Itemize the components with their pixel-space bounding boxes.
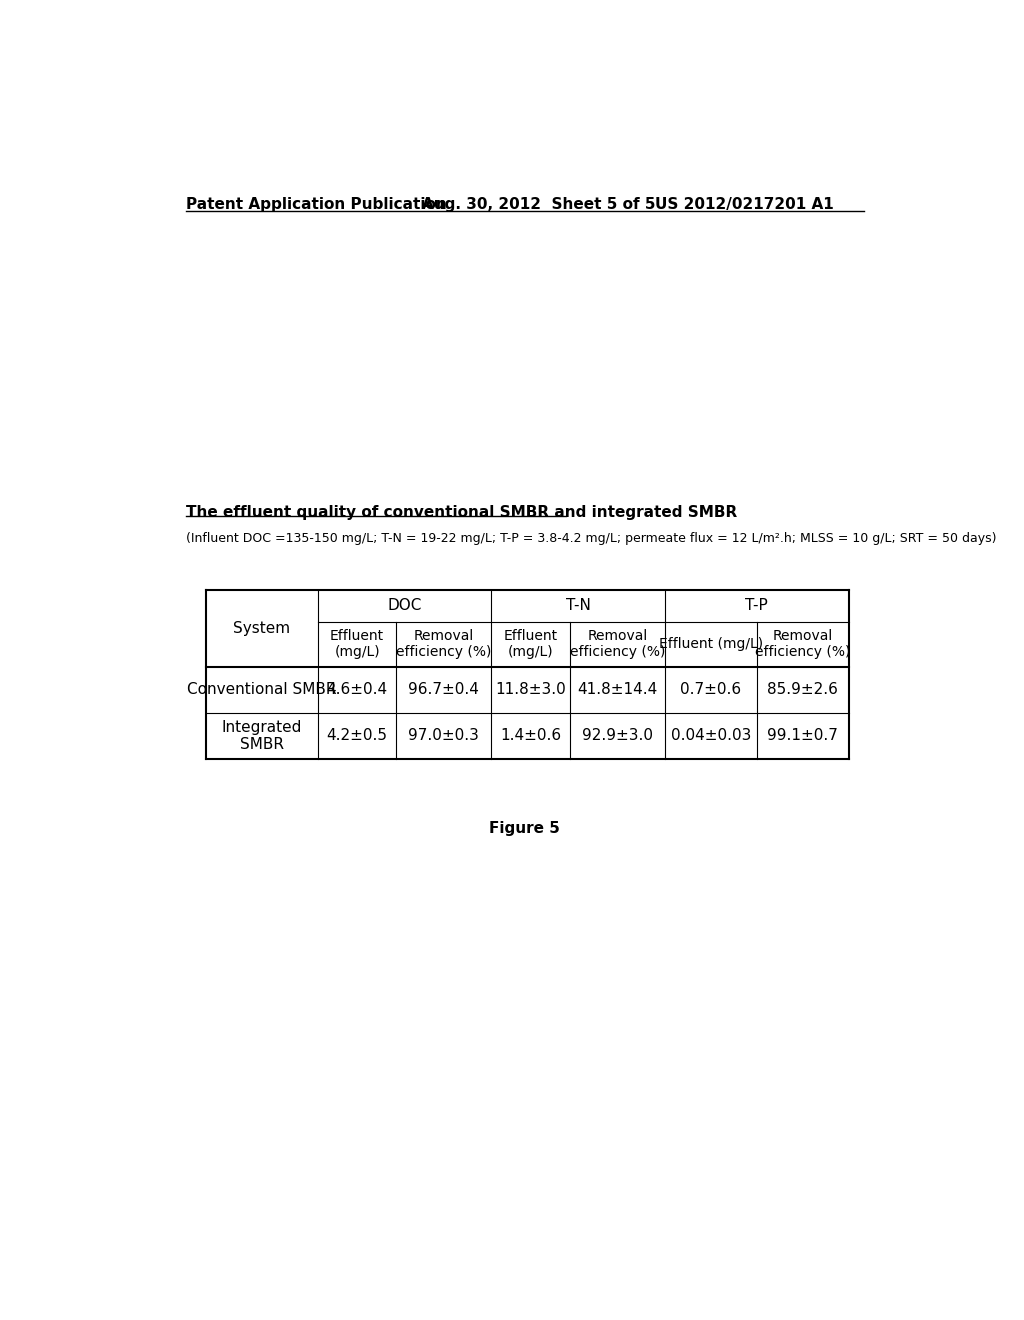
Text: 0.04±0.03: 0.04±0.03 bbox=[671, 729, 751, 743]
Text: Conventional SMBR: Conventional SMBR bbox=[187, 682, 337, 697]
Text: Effluent
(mg/L): Effluent (mg/L) bbox=[330, 630, 384, 660]
Text: 4.2±0.5: 4.2±0.5 bbox=[327, 729, 388, 743]
Text: (Influent DOC =135-150 mg/L; T-N = 19-22 mg/L; T-P = 3.8-4.2 mg/L; permeate flux: (Influent DOC =135-150 mg/L; T-N = 19-22… bbox=[186, 532, 996, 545]
Text: System: System bbox=[233, 620, 290, 636]
Text: Removal
efficiency (%): Removal efficiency (%) bbox=[755, 630, 851, 660]
Text: 92.9±3.0: 92.9±3.0 bbox=[582, 729, 653, 743]
Text: US 2012/0217201 A1: US 2012/0217201 A1 bbox=[655, 197, 834, 213]
Text: Effluent
(mg/L): Effluent (mg/L) bbox=[504, 630, 558, 660]
Text: 11.8±3.0: 11.8±3.0 bbox=[496, 682, 566, 697]
Text: Aug. 30, 2012  Sheet 5 of 5: Aug. 30, 2012 Sheet 5 of 5 bbox=[423, 197, 656, 213]
Text: Removal
efficiency (%): Removal efficiency (%) bbox=[396, 630, 492, 660]
Text: Effluent (mg/L): Effluent (mg/L) bbox=[658, 638, 763, 651]
Text: T-N: T-N bbox=[566, 598, 591, 614]
Text: Integrated
SMBR: Integrated SMBR bbox=[221, 719, 302, 752]
Text: Removal
efficiency (%): Removal efficiency (%) bbox=[569, 630, 666, 660]
Text: Figure 5: Figure 5 bbox=[489, 821, 560, 836]
Text: 96.7±0.4: 96.7±0.4 bbox=[409, 682, 479, 697]
Text: DOC: DOC bbox=[387, 598, 422, 614]
Text: 97.0±0.3: 97.0±0.3 bbox=[409, 729, 479, 743]
Text: The effluent quality of conventional SMBR and integrated SMBR: The effluent quality of conventional SMB… bbox=[186, 506, 737, 520]
Text: Patent Application Publication: Patent Application Publication bbox=[186, 197, 446, 213]
Text: 0.7±0.6: 0.7±0.6 bbox=[680, 682, 741, 697]
Text: T-P: T-P bbox=[745, 598, 768, 614]
Text: 41.8±14.4: 41.8±14.4 bbox=[578, 682, 657, 697]
Text: 1.4±0.6: 1.4±0.6 bbox=[500, 729, 561, 743]
Text: 4.6±0.4: 4.6±0.4 bbox=[327, 682, 388, 697]
Text: 85.9±2.6: 85.9±2.6 bbox=[767, 682, 839, 697]
Text: 99.1±0.7: 99.1±0.7 bbox=[767, 729, 839, 743]
